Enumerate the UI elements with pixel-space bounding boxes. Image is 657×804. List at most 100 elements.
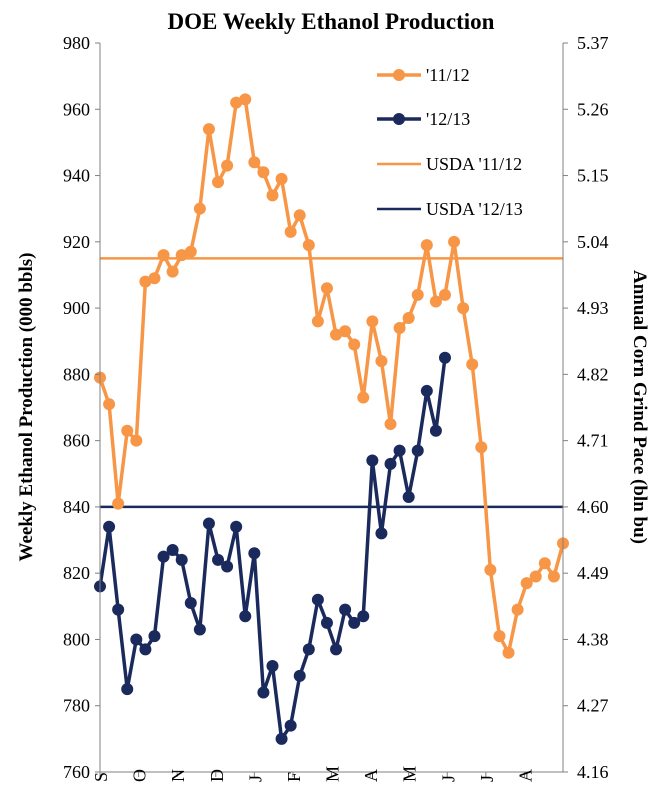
- series-1-point-38: [438, 351, 451, 364]
- series-0-point-35: [411, 288, 424, 301]
- series-1-point-12: [202, 517, 215, 530]
- legend-label-3: USDA '12/13: [426, 199, 523, 219]
- series-0-point-15: [230, 96, 243, 109]
- series-1-point-18: [257, 686, 270, 699]
- x-tick-label-10: J: [477, 775, 497, 782]
- legend-marker-1: [393, 113, 405, 125]
- series-1-point-36: [420, 384, 433, 397]
- series-0-point-2: [112, 497, 125, 510]
- legend-marker-0: [393, 69, 405, 81]
- series-0-point-17: [248, 156, 261, 169]
- legend: '11/12 '12/13 USDA '11/12 USDA '12/13: [377, 65, 523, 219]
- series-0-point-24: [311, 315, 324, 328]
- series-0-point-3: [121, 424, 134, 437]
- series-0-point-36: [420, 239, 433, 252]
- series-1-point-15: [230, 520, 243, 533]
- y2-tick-label-9: 5.15: [577, 166, 609, 186]
- series-0-point-4: [130, 434, 143, 447]
- y2-tick-label-11: 5.37: [577, 33, 609, 53]
- series-0-point-27: [339, 325, 352, 338]
- series-0-point-34: [402, 312, 415, 325]
- series-1-point-11: [193, 623, 206, 636]
- series-1-point-3: [121, 683, 134, 696]
- series-0-point-25: [320, 282, 333, 295]
- y2-tick-label-4: 4.60: [577, 497, 609, 517]
- y-tick-label-11: 980: [63, 33, 90, 53]
- series-0-point-9: [175, 249, 188, 262]
- series-0-point-44: [493, 630, 506, 643]
- series-1-point-16: [239, 610, 252, 623]
- series-0-point-40: [457, 302, 470, 315]
- series-1-point-22: [293, 669, 306, 682]
- series-0-point-26: [330, 328, 343, 341]
- series-1-point-7: [157, 550, 170, 563]
- series-0-point-46: [511, 603, 524, 616]
- series-1-point-29: [357, 610, 370, 623]
- series-line-1: [98, 357, 447, 741]
- x-tick-label-9: J: [438, 775, 458, 782]
- y2-tick-label-3: 4.49: [577, 563, 609, 583]
- series-0-point-30: [366, 315, 379, 328]
- series-0-point-37: [429, 295, 442, 308]
- series-0-point-6: [148, 272, 161, 285]
- series-0-point-12: [202, 123, 215, 136]
- series-0-point-50: [547, 570, 560, 583]
- y-tick-label-4: 840: [63, 497, 90, 517]
- series-1-point-37: [429, 424, 442, 437]
- series-0-point-7: [157, 249, 170, 262]
- series-1-point-6: [148, 630, 161, 643]
- series-1-point-23: [302, 643, 315, 656]
- y-tick-label-3: 820: [63, 563, 90, 583]
- y-tick-label-0: 760: [63, 762, 90, 782]
- y2-tick-label-8: 5.04: [577, 232, 609, 252]
- series-1-point-19: [266, 659, 279, 672]
- series-1-point-33: [393, 444, 406, 457]
- series-1-point-2: [112, 603, 125, 616]
- x-tick-label-0: S: [91, 772, 111, 782]
- series-0-point-43: [484, 563, 497, 576]
- series-1-point-34: [402, 490, 415, 503]
- series-1-point-5: [139, 643, 152, 656]
- y2-tick-label-2: 4.38: [577, 629, 609, 649]
- x-tick-label-5: F: [284, 772, 304, 782]
- series-0-point-45: [502, 646, 515, 659]
- series-1-point-28: [348, 616, 361, 629]
- y-tick-label-7: 900: [63, 298, 90, 318]
- chart-title: DOE Weekly Ethanol Production: [168, 9, 495, 34]
- series-0-point-28: [348, 338, 361, 351]
- series-0-point-11: [193, 202, 206, 215]
- series-1-point-4: [130, 633, 143, 646]
- x-tick-label-7: A: [361, 769, 381, 782]
- y2-tick-label-10: 5.26: [577, 99, 609, 119]
- series-1-point-20: [275, 732, 288, 745]
- series-0-point-42: [475, 441, 488, 454]
- series-0-point-20: [275, 172, 288, 185]
- series-0-point-47: [520, 577, 533, 590]
- series-1-point-13: [212, 553, 225, 566]
- y2-tick-label-7: 4.93: [577, 298, 609, 318]
- series-1-point-10: [184, 597, 197, 610]
- x-tick-label-3: D: [207, 769, 227, 782]
- series-1-point-26: [330, 643, 343, 656]
- series-line-0: [98, 97, 565, 655]
- series-1-point-9: [175, 553, 188, 566]
- y-tick-label-2: 800: [63, 629, 90, 649]
- series-1-point-17: [248, 547, 261, 560]
- series-1-point-14: [221, 560, 234, 573]
- y-tick-label-6: 880: [63, 364, 90, 384]
- y-tick-label-9: 940: [63, 166, 90, 186]
- series-0-point-49: [538, 557, 551, 570]
- y2-tick-label-1: 4.27: [577, 696, 609, 716]
- series-0-point-14: [221, 159, 234, 172]
- series-1-point-35: [411, 444, 424, 457]
- x-tick-label-1: O: [130, 769, 150, 782]
- series-0-point-23: [302, 239, 315, 252]
- y2-tick-label-6: 4.82: [577, 364, 609, 384]
- series-0-point-16: [239, 93, 252, 106]
- series-0-point-8: [166, 265, 179, 278]
- series-0-point-18: [257, 166, 270, 179]
- series-1-point-21: [284, 719, 297, 732]
- series-1-point-8: [166, 543, 179, 556]
- series-1-point-27: [339, 603, 352, 616]
